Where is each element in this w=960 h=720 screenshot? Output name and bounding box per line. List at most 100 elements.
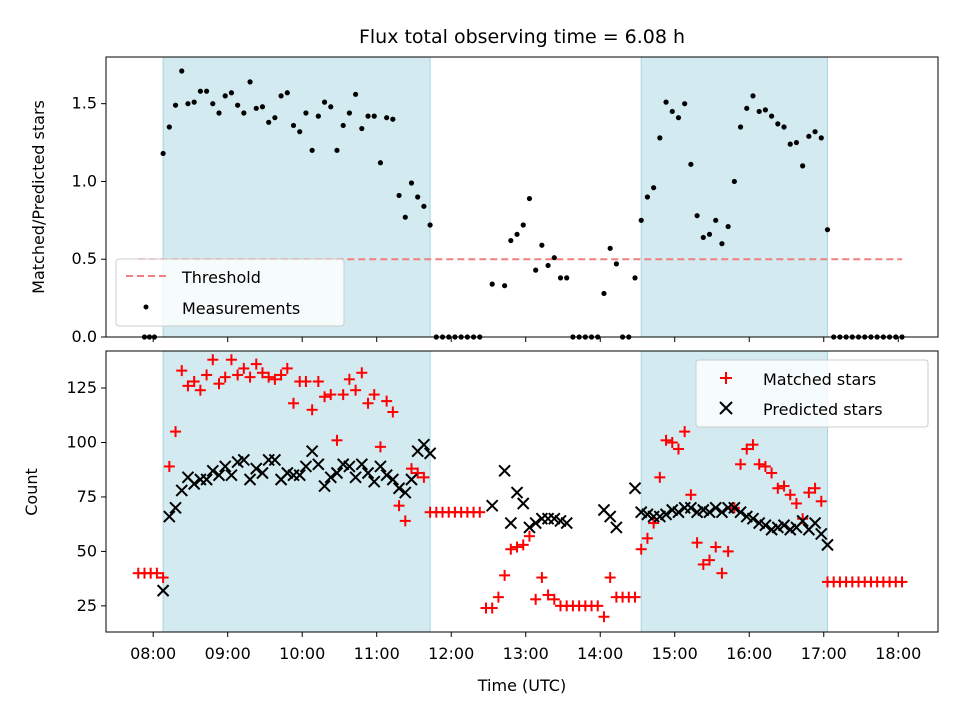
predicted-point-47 [510,486,524,499]
measurement-point-56 [502,283,508,289]
predicted-point-18 [268,453,282,467]
measurement-point-98 [762,107,768,113]
predicted-point-15 [250,462,263,475]
matched-point-105 [784,489,796,501]
matched-point-59 [499,569,511,581]
measurement-point-74 [613,261,619,267]
matched-point-30 [319,391,331,403]
matched-point-12 [207,354,219,366]
measurement-point-97 [756,108,762,115]
predicted-point-80 [759,519,772,532]
predicted-point-11 [225,468,238,482]
measurement-point-60 [526,195,533,202]
measurement-point-15 [235,102,241,108]
matched-point-74 [592,600,604,612]
predicted-point-64 [659,508,673,521]
measurement-point-19 [259,104,266,110]
x-tick-label-9: 17:00 [801,644,847,663]
predicted-point-68 [684,501,698,515]
matched-point-29 [312,375,324,387]
threshold-legend-label: Threshold [181,268,261,287]
matched-point-104 [778,480,790,492]
predicted-point-73 [715,505,729,519]
predicted-point-71 [703,505,716,519]
measurement-point-40 [390,116,396,122]
matched-point-92 [704,554,716,566]
x-tick-label-8: 16:00 [726,644,772,663]
matched-point-66 [542,589,554,601]
predicted-point-0 [156,584,170,597]
measurement-point-12 [216,110,222,116]
count-legend: Matched stars Predicted stars [695,359,929,428]
predicted-point-3 [175,484,188,497]
measurement-point-78 [638,217,644,223]
count-y-tick-label-3: 100 [66,432,97,451]
predicted-point-2 [169,501,182,515]
matched-point-57 [486,602,498,614]
matched-point-63 [523,530,535,542]
predicted-point-27 [324,471,337,484]
predicted-point-44 [485,499,499,512]
matched-point-44 [405,463,417,475]
measurement-point-42 [402,214,408,220]
predicted-point-28 [330,466,344,480]
matched-point-98 [741,443,753,455]
measurement-point-77 [632,275,638,281]
predicted-point-35 [374,460,387,473]
predicted-point-24 [305,444,319,458]
matched-point-10 [194,384,206,396]
matched-point-107 [797,513,809,525]
predicted-point-33 [361,466,375,480]
measurement-point-33 [346,110,352,116]
predicted-point-78 [746,512,760,525]
measurement-point-36 [365,113,371,119]
matched-point-21 [263,371,275,383]
measurement-point-5 [172,102,179,108]
predicted-point-40 [405,473,418,486]
predicted-point-31 [349,471,362,484]
matched-point-42 [393,500,405,512]
ratio-axis-layer: 0.0 0.5 1.0 1.5 [72,94,899,346]
measurement-point-102 [787,141,793,147]
predicted-point-48 [517,497,530,510]
matched-point-24 [281,362,293,374]
matched-point-103 [772,482,784,494]
predicted-point-10 [219,460,232,473]
measurement-point-18 [253,105,259,111]
matched-point-37 [362,397,374,409]
predicted-point-5 [187,477,201,491]
measurement-point-21 [272,115,278,121]
measurement-point-6 [179,68,185,74]
predicted-point-14 [243,473,257,486]
matched-point-43 [399,515,411,527]
predicted-point-32 [355,458,369,471]
ratio-legend-box [115,258,345,327]
matched-point-101 [759,460,771,472]
predicted-point-52 [541,512,555,525]
measurements-legend-swatch [143,304,149,310]
measurement-point-107 [818,135,824,141]
predicted-point-55 [560,516,573,530]
matched-point-97 [735,458,747,470]
measurement-point-14 [228,90,235,96]
measurement-point-35 [359,125,365,132]
measurement-point-73 [607,245,613,251]
measurement-point-89 [706,231,713,237]
measurement-point-80 [651,185,657,191]
matched-point-55 [474,506,486,518]
measurement-point-87 [694,213,700,219]
matched-point-18 [244,371,256,383]
count-y-tick-label-0: 25 [77,596,97,615]
matched-point-16 [232,369,244,381]
matched-point-13 [213,378,225,390]
ratio-y-tick-label-1: 0.5 [72,249,97,268]
measurement-point-24 [290,122,297,129]
matched-point-27 [300,375,312,387]
measurement-point-41 [396,192,402,199]
matched-point-123 [896,576,908,588]
predicted-point-57 [603,510,617,523]
chart-title: Flux total observing time = 6.08 h [359,26,685,48]
measurement-point-13 [222,93,228,99]
measurement-point-23 [284,90,290,96]
x-tick-label-7: 15:00 [652,644,698,663]
